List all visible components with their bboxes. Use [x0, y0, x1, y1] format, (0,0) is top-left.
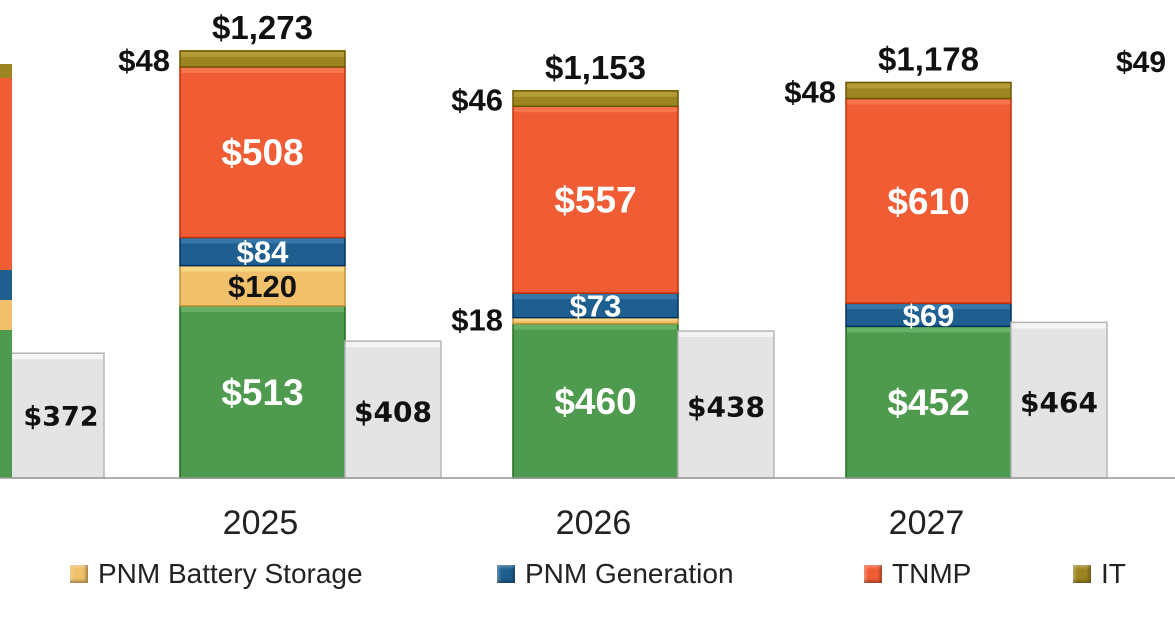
comparison-bar-2025-highlight: [346, 342, 440, 348]
legend-item: TNMP: [864, 558, 971, 590]
segment-label-2026-0: $460: [554, 381, 636, 422]
comparison-label-partial: $372: [23, 402, 98, 433]
legend-label: IT: [1101, 558, 1126, 589]
segment-label-2026-1: $18: [451, 303, 503, 338]
comparison-bar-2025: [344, 340, 442, 479]
segment-label-2027-0: $452: [887, 382, 969, 423]
it-label-2027: $48: [784, 74, 836, 109]
segment-label-2025-3: $508: [221, 132, 303, 173]
bar-2025-series-2-highlight: [181, 238, 344, 244]
bar-2026-series-4-highlight: [514, 91, 677, 97]
total-label-2027: $1,178: [878, 40, 979, 77]
bar-2027-series-0-highlight: [847, 327, 1010, 333]
comparison-label-2026: $438: [687, 391, 765, 424]
bar-2026-series-0-highlight: [514, 324, 677, 330]
total-label-2025: $1,273: [212, 9, 313, 46]
bar-2027-series-2-highlight: [847, 304, 1010, 310]
total-label-2026: $1,153: [545, 49, 646, 86]
bar-partial-generation: [0, 270, 12, 300]
bar-2026-series-3: [512, 105, 679, 294]
bar-2026-series-2-highlight: [514, 294, 677, 300]
bar-partial-tnmp: [0, 78, 12, 270]
bar-partial-it: [0, 64, 12, 78]
x-tick-label-2026: 2026: [556, 504, 632, 542]
comparison-label-2025: $408: [354, 396, 432, 429]
segment-label-2026-3: $557: [554, 180, 636, 221]
bar-2027-series-3: [845, 97, 1012, 304]
comparison-bar-2027-highlight: [1012, 323, 1106, 329]
it-label-2025: $48: [118, 43, 170, 78]
legend-swatch: [864, 565, 882, 583]
bar-2025-series-4-highlight: [181, 51, 344, 57]
segment-label-2025-0: $513: [221, 372, 303, 413]
bar-2027-series-3-highlight: [847, 99, 1010, 105]
partial-right-label: $49: [1116, 46, 1166, 79]
legend-label: PNM Battery Storage: [98, 558, 363, 589]
bar-2025-series-0-highlight: [181, 306, 344, 312]
legend: PNM Battery Storage PNM Generation TNMP IT: [0, 558, 1175, 592]
legend-swatch: [1073, 565, 1091, 583]
legend-item: PNM Battery Storage: [70, 558, 363, 590]
legend-label: TNMP: [892, 558, 972, 589]
bar-2027-series-4-highlight: [847, 83, 1010, 89]
segment-label-2027-2: $69: [903, 298, 955, 333]
legend-swatch: [497, 565, 515, 583]
x-tick-label-2027: 2027: [889, 504, 965, 542]
segment-label-2025-1: $120: [228, 269, 297, 304]
x-tick-label-2025: 2025: [223, 504, 299, 542]
bar-2026-series-3-highlight: [514, 107, 677, 113]
bar-2026-series-1-highlight: [514, 318, 677, 321]
bar-2025-series-3-highlight: [181, 68, 344, 74]
bar-2025-series-1-highlight: [181, 266, 344, 272]
comparison-bar-partial: [9, 352, 105, 479]
bar-partial-base: [0, 330, 12, 478]
comparison-bar-2026-highlight: [679, 332, 773, 338]
comparison-bar-2026: [677, 330, 775, 479]
legend-label: PNM Generation: [525, 558, 734, 589]
legend-item: PNM Generation: [497, 558, 734, 590]
bar-partial-battery: [0, 300, 12, 330]
comparison-bar-2027: [1010, 321, 1108, 479]
comparison-bar-partial-highlight: [11, 354, 103, 360]
legend-swatch: [70, 565, 88, 583]
segment-label-2025-2: $84: [237, 235, 289, 270]
segment-label-2027-3: $610: [887, 181, 969, 222]
plot-area: $372 $49 $513 $120$84 $508 $48 $1,273 $408 2025 $…: [0, 9, 1175, 542]
segment-label-2026-2: $73: [570, 288, 622, 323]
it-label-2026: $46: [451, 83, 503, 118]
bar-2025-series-0: [179, 305, 346, 479]
comparison-label-2027: $464: [1020, 386, 1098, 419]
legend-item: IT: [1073, 558, 1126, 590]
bar-2026-series-0: [512, 322, 679, 479]
